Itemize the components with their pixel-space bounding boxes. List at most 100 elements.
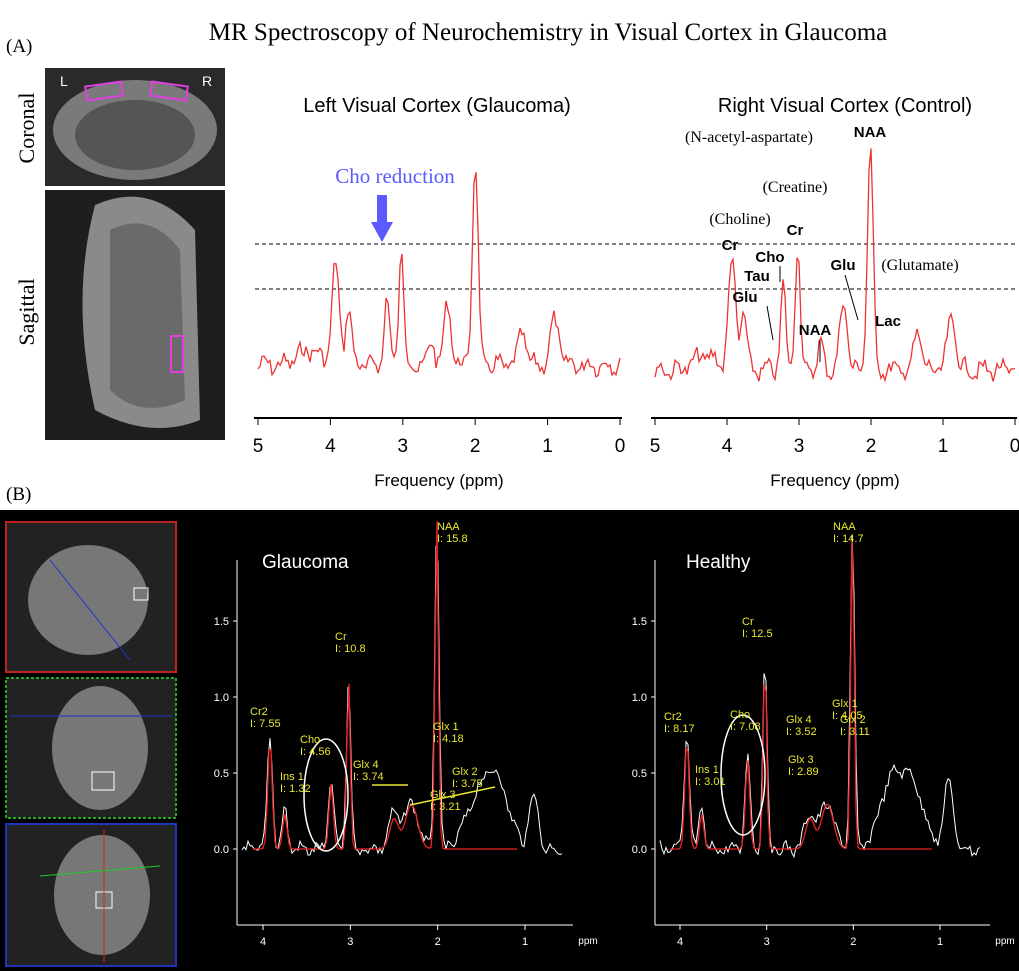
peak-name: Cr (742, 616, 754, 628)
marker: R (202, 73, 212, 89)
peak-annotation: Glu (831, 257, 856, 274)
peak-annotation: (Choline) (709, 211, 770, 228)
peak-integral: I: 2.89 (788, 766, 819, 778)
peak-name: NAA (437, 521, 460, 533)
peak-annotation: Lac (875, 313, 901, 330)
peak-annotation: NAA (854, 124, 887, 141)
x-tick-label: 3 (347, 936, 353, 948)
highlight-ellipse (303, 738, 349, 852)
slice-line (49, 559, 131, 661)
x-tick-label: 3 (764, 936, 770, 948)
y-tick-label: 0.0 (214, 844, 229, 856)
peak-annotation: Glu (733, 289, 758, 306)
x-tick-label: 2 (470, 436, 481, 457)
x-tick-label: 4 (677, 936, 683, 948)
peak-annotation: (Creatine) (763, 179, 828, 196)
brain-shape (54, 835, 150, 955)
peak-integral: I: 7.08 (730, 721, 761, 733)
peak-annotation: Cho (755, 249, 784, 266)
peak-name: Cho (730, 709, 750, 721)
x-tick-label: 3 (398, 436, 409, 457)
x-unit: ppm (578, 936, 597, 947)
y-tick-label: 1.0 (214, 692, 229, 704)
peak-name: Cr2 (250, 706, 268, 718)
leader-line (844, 274, 859, 321)
peak-integral: I: 3.74 (353, 771, 384, 783)
x-tick-label: 5 (650, 436, 661, 457)
brain-shape (28, 545, 148, 655)
peak-annotation: (N-acetyl-aspartate) (685, 129, 813, 146)
peak-integral: I: 3.21 (430, 801, 461, 813)
fit-curve (670, 540, 932, 850)
brain-shape (110, 223, 185, 408)
peak-integral: I: 3.75 (452, 778, 483, 790)
spectrum (257, 172, 621, 378)
brain-shape (75, 100, 195, 170)
image-label: Coronal (14, 93, 39, 164)
figure-title: MR Spectroscopy of Neurochemistry in Vis… (209, 19, 887, 46)
y-tick-label: 0.0 (632, 844, 647, 856)
peak-integral: I: 4.18 (433, 733, 464, 745)
plot-title: Glaucoma (262, 552, 349, 573)
peak-integral: I: 8.17 (664, 723, 695, 735)
x-tick-label: 0 (1010, 436, 1019, 457)
arrow (409, 786, 496, 806)
image-label: Sagittal (14, 278, 39, 345)
leader-line (766, 305, 774, 341)
x-tick-label: 4 (722, 436, 733, 457)
peak-integral: I: 3.01 (695, 776, 726, 788)
plot-title: Left Visual Cortex (Glaucoma) (303, 95, 571, 117)
peak-name: Glx 1 (433, 721, 459, 733)
peak-integral: I: 12.5 (742, 628, 773, 640)
voxel (133, 587, 149, 601)
y-tick-label: 0.5 (632, 768, 647, 780)
voxel (149, 80, 189, 102)
x-tick-label: 5 (253, 436, 264, 457)
peak-name: Glx 3 (430, 789, 456, 801)
marker: L (60, 73, 68, 89)
peak-name: Glx 4 (786, 714, 812, 726)
x-tick-label: 2 (866, 436, 877, 457)
x-tick-label: 2 (435, 936, 441, 948)
highlight-ellipse (720, 714, 766, 836)
panel-label: (B) (6, 484, 31, 505)
x-tick-label: 1 (542, 436, 553, 457)
peak-name: NAA (833, 521, 856, 533)
spectrum (654, 148, 1016, 383)
x-tick-label: 4 (260, 936, 266, 948)
peak-integral: I: 3.11 (840, 726, 870, 738)
x-axis-label: Frequency (ppm) (374, 471, 503, 490)
plot-title: Right Visual Cortex (Control) (718, 95, 972, 117)
voxel (91, 771, 115, 791)
y-tick-label: 1.0 (632, 692, 647, 704)
peak-name: Glx 1 (832, 698, 858, 710)
brain-shape (52, 686, 148, 810)
peak-integral: I: 1.32 (280, 783, 311, 795)
peak-name: Glx 2 (840, 714, 866, 726)
peak-integral: I: 3.52 (786, 726, 817, 738)
x-axis-label: Frequency (ppm) (770, 471, 899, 490)
slice-line (39, 865, 161, 877)
x-tick-label: 1 (938, 436, 949, 457)
peak-integral: I: 10.8 (335, 643, 366, 655)
arrow (371, 195, 393, 242)
voxel (170, 335, 184, 373)
peak-annotation: (Glutamate) (881, 257, 958, 274)
plot-title: Healthy (686, 552, 751, 573)
peak-annotation: Cr (787, 222, 804, 239)
x-tick-label: 1 (522, 936, 528, 948)
y-tick-label: 1.5 (632, 616, 647, 628)
x-tick-label: 3 (794, 436, 805, 457)
y-tick-label: 0.5 (214, 768, 229, 780)
peak-annotation: NAA (799, 322, 832, 339)
peak-integral: I: 7.55 (250, 718, 281, 730)
spectrum (659, 535, 981, 859)
x-tick-label: 0 (615, 436, 626, 457)
x-tick-label: 1 (937, 936, 943, 948)
peak-integral: I: 14.7 (833, 533, 864, 545)
fit-curve (253, 521, 517, 850)
y-tick-label: 1.5 (214, 616, 229, 628)
peak-name: Glx 3 (788, 754, 814, 766)
peak-integral: I: 4.56 (300, 746, 331, 758)
